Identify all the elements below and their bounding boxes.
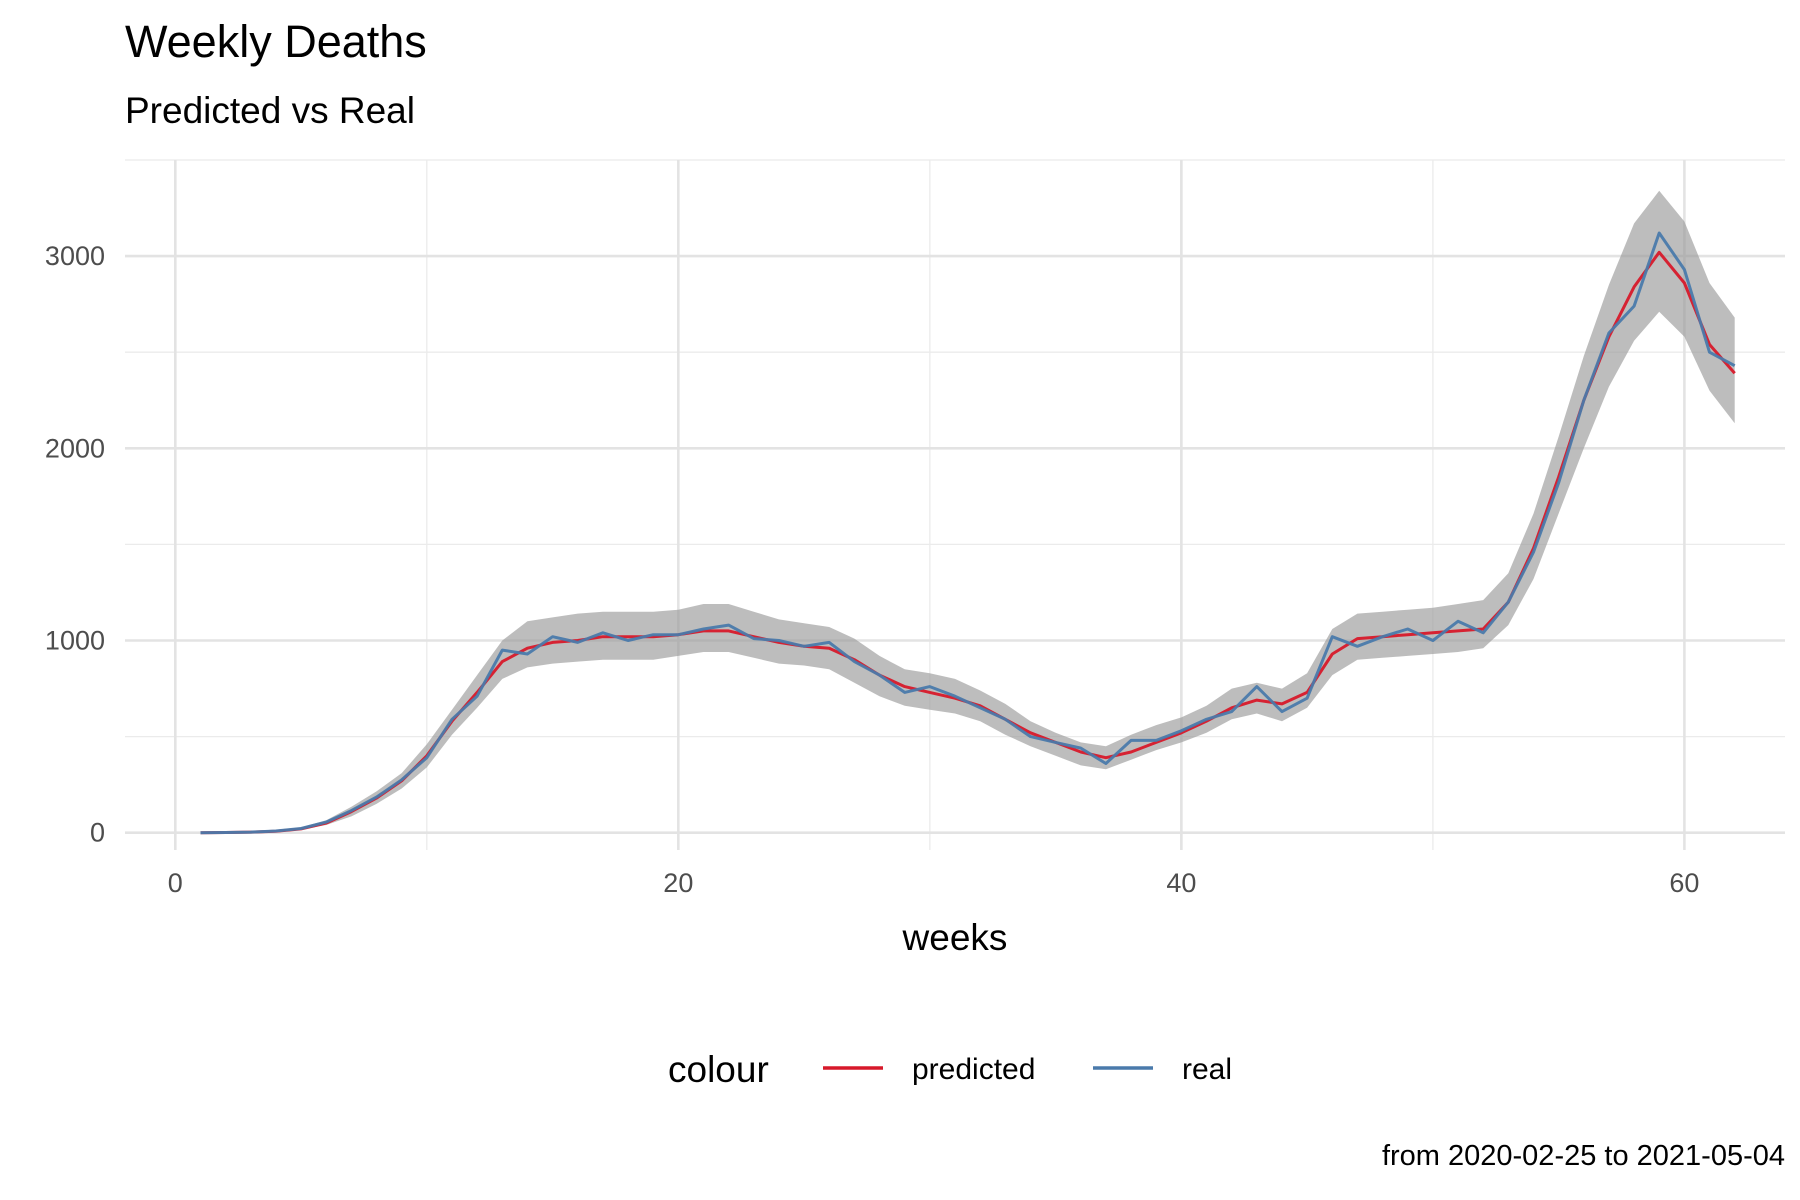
series-lines-layer bbox=[200, 231, 1736, 835]
chart-subtitle: Predicted vs Real bbox=[125, 90, 415, 131]
x-tick-label: 60 bbox=[1669, 868, 1699, 898]
legend-title: colour bbox=[668, 1049, 769, 1090]
legend-label-real: real bbox=[1182, 1053, 1232, 1086]
major-gridlines bbox=[125, 160, 1785, 850]
chart-caption: from 2020-02-25 to 2021-05-04 bbox=[1381, 1140, 1785, 1172]
confidence-band-layer bbox=[200, 190, 1735, 833]
x-tick-label: 40 bbox=[1166, 868, 1196, 898]
x-axis-label: weeks bbox=[902, 917, 1008, 958]
y-tick-label: 3000 bbox=[45, 241, 105, 271]
tick-labels-layer: 0 20 40 60 0 1000 2000 3000 bbox=[45, 241, 1699, 898]
minor-gridlines bbox=[125, 159, 1785, 850]
legend: colour predicted real bbox=[668, 1049, 1232, 1090]
chart-title: Weekly Deaths bbox=[125, 16, 427, 67]
x-tick-label: 20 bbox=[663, 868, 693, 898]
x-tick-label: 0 bbox=[168, 868, 183, 898]
y-tick-label: 2000 bbox=[45, 433, 105, 463]
y-tick-label: 1000 bbox=[45, 626, 105, 656]
confidence-band bbox=[200, 190, 1735, 833]
y-tick-label: 0 bbox=[90, 818, 105, 848]
series-line-real bbox=[200, 231, 1736, 835]
legend-label-predicted: predicted bbox=[912, 1053, 1035, 1086]
